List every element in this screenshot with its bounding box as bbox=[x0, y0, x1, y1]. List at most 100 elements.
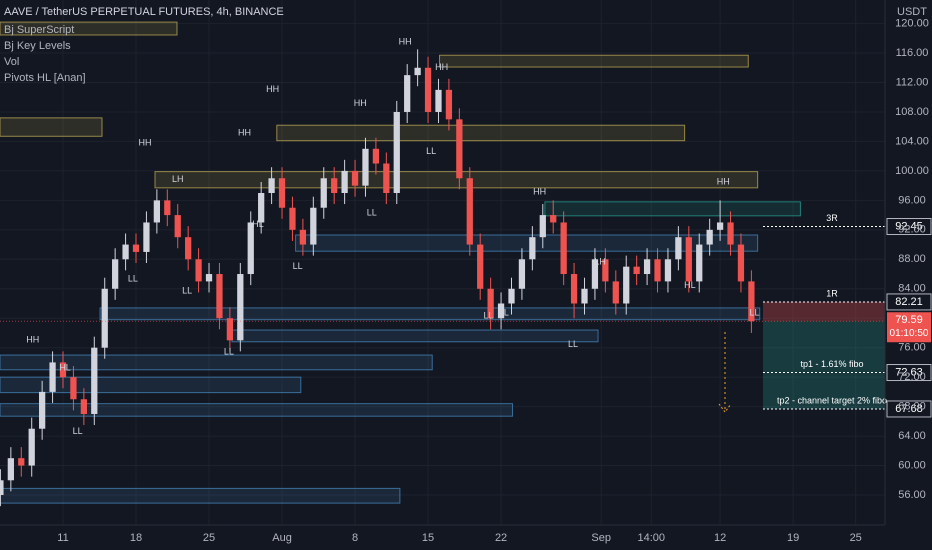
level-price-tag bbox=[886, 400, 932, 418]
zone bbox=[99, 307, 761, 321]
candle-body bbox=[80, 399, 87, 414]
pivot-label: LL bbox=[568, 339, 578, 349]
y-tick-label: 100.00 bbox=[895, 165, 929, 177]
candle-body bbox=[205, 274, 213, 282]
candle-body bbox=[351, 170, 359, 186]
candle-body bbox=[164, 200, 171, 216]
level-label: tp1 - 1.61% fibo bbox=[800, 359, 863, 369]
x-tick-label: 25 bbox=[203, 532, 215, 544]
candle-body bbox=[716, 222, 724, 230]
indicator: Pivots HL [Anan] bbox=[4, 72, 86, 84]
candle-body bbox=[424, 67, 432, 112]
pivot-label: HH bbox=[717, 176, 730, 186]
zone bbox=[0, 21, 178, 36]
level-price: 82.21 bbox=[895, 296, 923, 308]
last-price-tag bbox=[887, 312, 931, 343]
pivot-label: LL bbox=[750, 307, 760, 317]
candle-body bbox=[404, 75, 411, 112]
candle-body bbox=[185, 237, 192, 260]
pivot-label: HH bbox=[266, 84, 279, 94]
level-price: 92.45 bbox=[895, 220, 923, 232]
candle-body bbox=[706, 229, 713, 245]
candle-body bbox=[612, 281, 619, 304]
candle-body bbox=[737, 244, 745, 282]
pivot-label: LL bbox=[367, 207, 377, 217]
candle-body bbox=[456, 119, 463, 179]
candle-body bbox=[320, 178, 327, 208]
zone bbox=[276, 124, 686, 142]
candle-body bbox=[654, 259, 661, 282]
levels: 3R 92.45 1R 82.21 tp1 - 1.61% fibo 72.63 tp2 -… bbox=[763, 213, 932, 418]
candle-body bbox=[132, 244, 140, 252]
risk-box bbox=[763, 301, 885, 322]
chart-title: AAVE / TetherUS PERPETUAL FUTURES, 4h, B… bbox=[4, 6, 284, 18]
pivot-label: LL bbox=[73, 426, 83, 436]
x-tick-label: 15 bbox=[422, 532, 434, 544]
x-tick-label: Sep bbox=[591, 532, 611, 544]
grid bbox=[0, 0, 885, 525]
y-tick-label: 72.00 bbox=[898, 371, 926, 383]
y-tick-label: 108.00 bbox=[895, 106, 929, 118]
pivot-label: HL bbox=[497, 307, 509, 317]
y-tick-label: 60.00 bbox=[898, 459, 926, 471]
candle-body bbox=[550, 215, 557, 223]
pivot-label: LL bbox=[484, 310, 494, 320]
x-tick-label: 18 bbox=[130, 532, 142, 544]
pivot-label: LH bbox=[594, 257, 606, 267]
x-tick-label: Aug bbox=[272, 532, 292, 544]
level-price-tag bbox=[886, 364, 932, 382]
candle-body bbox=[237, 274, 244, 341]
candle-body bbox=[299, 229, 307, 245]
candle-body bbox=[28, 428, 35, 466]
y-tick-label: 104.00 bbox=[895, 135, 929, 147]
x-tick-label: 11 bbox=[57, 532, 68, 544]
pivot-label: HH bbox=[354, 98, 367, 108]
candle-body bbox=[664, 259, 672, 282]
candle-body bbox=[278, 178, 286, 208]
candles bbox=[0, 49, 755, 507]
indicator: Vol bbox=[4, 56, 19, 68]
level-label: 1R bbox=[826, 288, 838, 298]
zone bbox=[0, 354, 433, 371]
zone bbox=[0, 376, 302, 394]
pivot-label: LL bbox=[293, 261, 303, 271]
candle-body bbox=[570, 274, 578, 304]
zone bbox=[544, 201, 801, 217]
pivot-label: HH bbox=[138, 137, 151, 147]
candle-body bbox=[602, 259, 609, 282]
level-price: 67.68 bbox=[895, 403, 923, 415]
candle-body bbox=[685, 237, 692, 282]
candle-body bbox=[487, 288, 494, 319]
pivot-label: HH bbox=[399, 36, 412, 46]
candle-body bbox=[143, 222, 150, 252]
candle-body bbox=[70, 377, 77, 400]
countdown: 01:10:50 bbox=[890, 328, 929, 339]
candle-body bbox=[539, 215, 546, 238]
y-tick-label: 68.00 bbox=[898, 401, 926, 413]
y-tick-label: 120.00 bbox=[895, 17, 929, 29]
pivot-label: HH bbox=[435, 62, 448, 72]
candle-body bbox=[91, 347, 98, 414]
level-label: tp2 - channel target 2% fibo bbox=[777, 395, 887, 405]
pivot-label: HH bbox=[533, 187, 546, 197]
level-price-tag bbox=[886, 293, 932, 311]
zone bbox=[231, 329, 599, 343]
candle-body bbox=[122, 244, 129, 260]
zone bbox=[0, 487, 401, 504]
candle-body bbox=[0, 480, 4, 496]
y-tick-label: 112.00 bbox=[896, 76, 929, 88]
candle-body bbox=[18, 458, 25, 466]
x-tick-label: 14:00 bbox=[637, 532, 665, 544]
candle-body bbox=[581, 288, 588, 304]
y-tick-label: 76.00 bbox=[898, 342, 926, 354]
pivot-label: LL bbox=[182, 285, 192, 295]
candle-body bbox=[39, 391, 46, 429]
y-axis-label: USDT bbox=[897, 6, 927, 18]
candle-body bbox=[477, 244, 484, 289]
level-label: 3R bbox=[826, 213, 838, 223]
candle-body bbox=[362, 148, 369, 186]
zone bbox=[0, 403, 514, 417]
candle-body bbox=[497, 303, 505, 319]
